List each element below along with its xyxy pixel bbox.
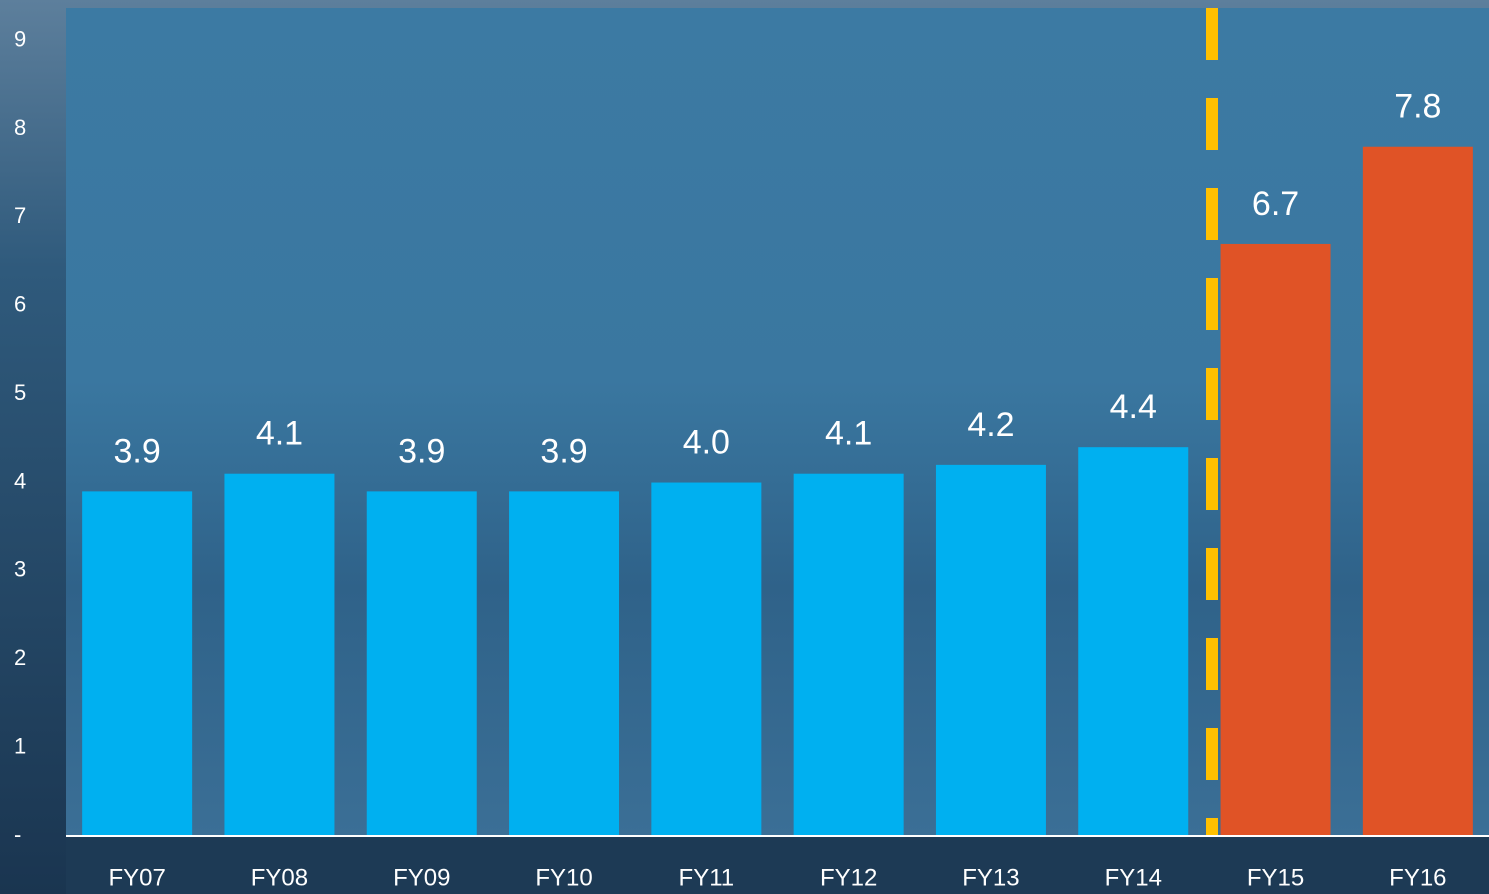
axis-background (66, 836, 1489, 894)
x-tick-label: FY08 (251, 864, 308, 891)
data-label: 7.8 (1394, 88, 1441, 126)
bar (651, 482, 762, 836)
marks: - 1 2 3 4 5 6 7 8 9 FY07 3.9 FY08 4.1 FY09 3.9 FY10 3.9 FY… (14, 27, 1473, 891)
bar (1078, 447, 1189, 836)
y-tick-label: 7 (14, 203, 26, 228)
y-tick-label: - (14, 822, 21, 847)
data-label: 4.1 (825, 415, 872, 453)
bar (509, 491, 620, 836)
x-tick-label: FY16 (1389, 864, 1446, 891)
x-tick-label: FY11 (679, 864, 735, 891)
data-label: 3.9 (398, 432, 445, 470)
x-tick-label: FY09 (393, 864, 450, 891)
bar (366, 491, 477, 836)
bar (935, 464, 1046, 836)
bar (1220, 243, 1331, 836)
y-tick-label: 5 (14, 380, 26, 405)
bar (1362, 146, 1473, 836)
data-label: 4.2 (967, 406, 1014, 444)
y-tick-label: 9 (14, 27, 26, 52)
x-tick-label: FY10 (535, 864, 592, 891)
x-tick-label: FY13 (962, 864, 1019, 891)
data-label: 6.7 (1252, 185, 1299, 223)
x-tick-label: FY15 (1247, 864, 1304, 891)
x-tick-label: FY12 (820, 864, 877, 891)
y-tick-label: 3 (14, 557, 26, 582)
bar (793, 473, 904, 836)
y-tick-label: 6 (14, 292, 26, 317)
y-tick-label: 8 (14, 115, 26, 140)
y-tick-label: 4 (14, 468, 26, 493)
y-tick-label: 1 (14, 733, 26, 758)
data-label: 3.9 (540, 432, 587, 470)
bar (82, 491, 193, 836)
y-tick-label: 2 (14, 645, 26, 670)
x-tick-label: FY14 (1105, 864, 1162, 891)
data-label: 4.4 (1110, 388, 1157, 426)
x-tick-label: FY07 (108, 864, 165, 891)
data-label: 4.1 (256, 415, 303, 453)
data-label: 4.0 (683, 424, 730, 462)
data-label: 3.9 (114, 432, 161, 470)
bar (224, 473, 335, 836)
